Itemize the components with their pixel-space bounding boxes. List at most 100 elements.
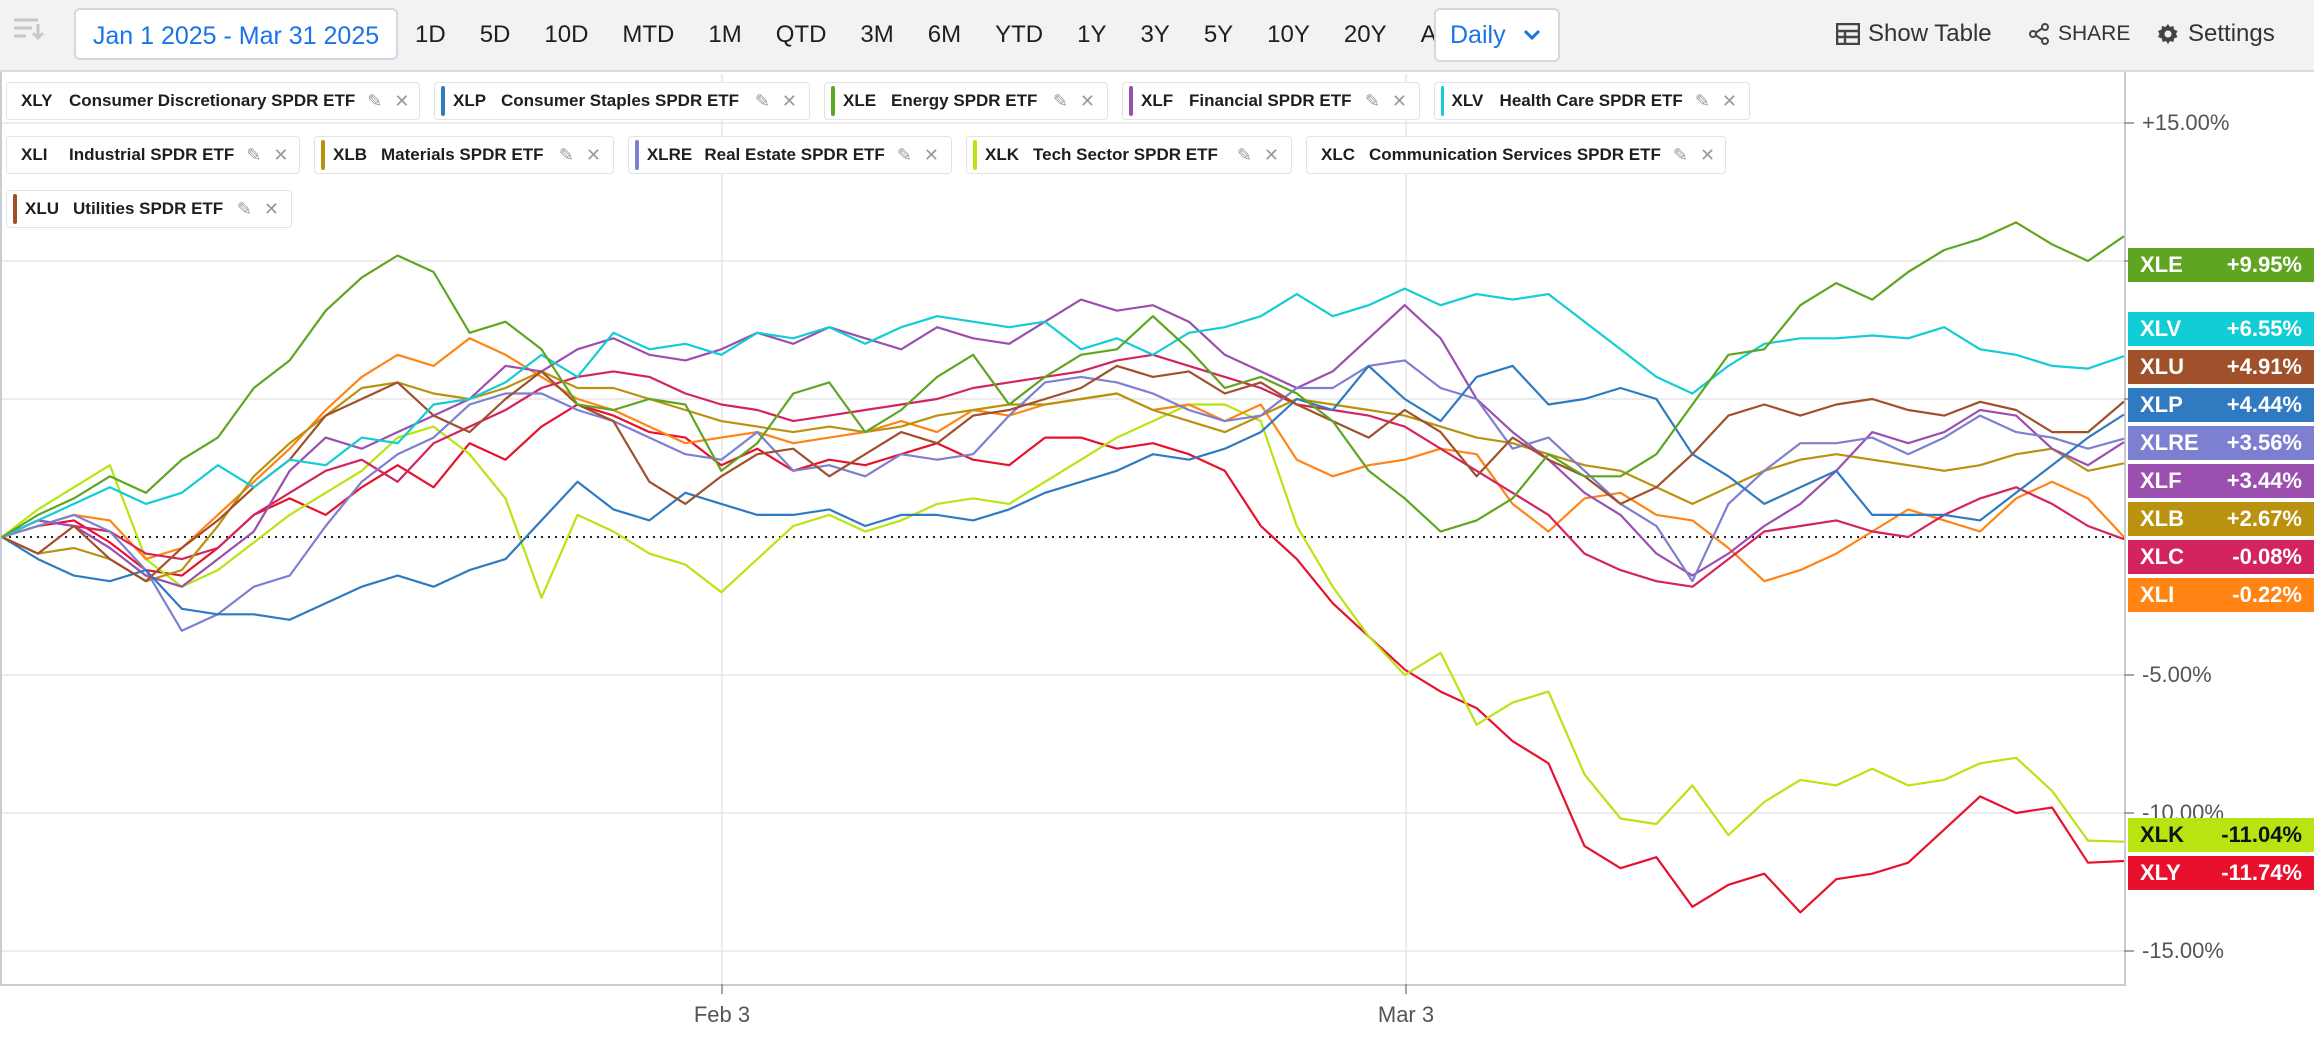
legend-color bbox=[321, 140, 325, 170]
close-icon[interactable]: ✕ bbox=[1263, 144, 1279, 165]
brush-icon[interactable]: ✎ bbox=[896, 144, 912, 165]
end-label-symbol: XLE bbox=[2140, 252, 2183, 277]
end-label-symbol: XLV bbox=[2140, 316, 2182, 341]
legend-chip-xlu[interactable]: XLU Utilities SPDR ETF ✎ ✕ bbox=[6, 190, 292, 228]
legend-color bbox=[13, 194, 17, 224]
hamburger-icon[interactable] bbox=[12, 14, 46, 53]
end-label-symbol: XLI bbox=[2140, 582, 2175, 607]
end-label-xli: XLI -0.22% bbox=[2128, 578, 2314, 612]
legend-symbol: XLE bbox=[843, 91, 877, 110]
end-label-value: +4.91% bbox=[2226, 354, 2302, 379]
legend-name: Real Estate SPDR ETF bbox=[704, 145, 885, 164]
legend-symbol: XLB bbox=[333, 145, 367, 164]
end-label-xlf: XLF +3.44% bbox=[2128, 464, 2314, 498]
end-label-symbol: XLRE bbox=[2140, 430, 2199, 455]
legend-name: Consumer Staples SPDR ETF bbox=[501, 91, 740, 110]
brush-icon[interactable]: ✎ bbox=[1694, 90, 1710, 111]
series-line-xly bbox=[1, 403, 2125, 914]
table-icon bbox=[1836, 23, 1860, 45]
range-10d[interactable]: 10D bbox=[544, 21, 589, 48]
brush-icon[interactable]: ✎ bbox=[1364, 90, 1380, 111]
range-20y[interactable]: 20Y bbox=[1343, 21, 1387, 48]
date-range-picker[interactable]: Jan 1 2025 - Mar 31 2025 bbox=[74, 8, 398, 60]
chevron-down-icon bbox=[1523, 29, 1541, 41]
range-mtd[interactable]: MTD bbox=[622, 21, 675, 48]
toolbar: Jan 1 2025 - Mar 31 2025 1D 5D 10D MTD 1… bbox=[0, 0, 2314, 72]
range-5y[interactable]: 5Y bbox=[1203, 21, 1234, 48]
close-icon[interactable]: ✕ bbox=[1391, 90, 1407, 111]
x-tick-label: Mar 3 bbox=[1377, 1002, 1435, 1027]
legend-symbol: XLC bbox=[1321, 145, 1355, 164]
legend-symbol: XLF bbox=[1141, 91, 1174, 110]
range-3m[interactable]: 3M bbox=[860, 21, 894, 48]
close-icon[interactable]: ✕ bbox=[585, 144, 601, 165]
legend-chip-xlre[interactable]: XLRE Real Estate SPDR ETF ✎ ✕ bbox=[628, 136, 952, 174]
brush-icon[interactable]: ✎ bbox=[1236, 144, 1252, 165]
legend-chip-xli[interactable]: XLI Industrial SPDR ETF ✎ ✕ bbox=[6, 136, 300, 174]
legend-chip-xly[interactable]: XLY Consumer Discretionary SPDR ETF ✎ ✕ bbox=[6, 82, 420, 120]
end-label-value: +4.44% bbox=[2226, 392, 2302, 417]
end-label-xlp: XLP +4.44% bbox=[2128, 388, 2314, 422]
gear-icon bbox=[2158, 24, 2178, 44]
range-1y[interactable]: 1Y bbox=[1077, 21, 1107, 48]
end-label-xle: XLE +9.95% bbox=[2128, 248, 2314, 282]
close-icon[interactable]: ✕ bbox=[923, 144, 939, 165]
close-icon[interactable]: ✕ bbox=[781, 90, 797, 111]
end-label-value: +6.55% bbox=[2226, 316, 2302, 341]
close-icon[interactable]: ✕ bbox=[1721, 90, 1737, 111]
legend-symbol: XLRE bbox=[646, 145, 693, 164]
legend-chip-xle[interactable]: XLE Energy SPDR ETF ✎ ✕ bbox=[824, 82, 1108, 120]
range-6m[interactable]: 6M bbox=[927, 21, 962, 48]
brush-icon[interactable]: ✎ bbox=[754, 90, 770, 111]
close-icon[interactable]: ✕ bbox=[1079, 90, 1095, 111]
y-tick-label: -5.00% bbox=[2142, 662, 2212, 687]
close-icon[interactable]: ✕ bbox=[1700, 144, 1716, 165]
legend-chip-xlv[interactable]: XLV Health Care SPDR ETF ✎ ✕ bbox=[1434, 82, 1750, 120]
show-table-label: Show Table bbox=[1868, 20, 1992, 47]
end-label-xlb: XLB +2.67% bbox=[2128, 502, 2314, 536]
legend-symbol: XLY bbox=[21, 91, 53, 110]
range-1m[interactable]: 1M bbox=[708, 21, 742, 48]
frequency-select[interactable]: Daily bbox=[1434, 8, 1560, 62]
close-icon[interactable]: ✕ bbox=[394, 90, 410, 111]
legend-name: Utilities SPDR ETF bbox=[73, 199, 224, 218]
range-3y[interactable]: 3Y bbox=[1140, 21, 1170, 48]
end-label-symbol: XLP bbox=[2140, 392, 2183, 417]
range-10y[interactable]: 10Y bbox=[1267, 21, 1310, 48]
end-label-symbol: XLK bbox=[2140, 822, 2184, 847]
legend-color bbox=[831, 86, 835, 116]
range-qtd[interactable]: QTD bbox=[775, 21, 827, 48]
close-icon[interactable]: ✕ bbox=[273, 144, 289, 165]
end-label-value: -0.08% bbox=[2232, 544, 2302, 569]
legend-chip-xlp[interactable]: XLP Consumer Staples SPDR ETF ✎ ✕ bbox=[434, 82, 810, 120]
brush-icon[interactable]: ✎ bbox=[1052, 90, 1068, 111]
legend-chip-xlb[interactable]: XLB Materials SPDR ETF ✎ ✕ bbox=[314, 136, 614, 174]
brush-icon[interactable]: ✎ bbox=[246, 144, 262, 165]
brush-icon[interactable]: ✎ bbox=[367, 90, 383, 111]
end-label-value: -0.22% bbox=[2232, 582, 2302, 607]
series-line-xlc bbox=[1, 353, 2125, 588]
settings-button[interactable]: Settings bbox=[2156, 10, 2275, 58]
legend-chip-xlc[interactable]: XLC Communication Services SPDR ETF ✎ ✕ bbox=[1306, 136, 1726, 174]
end-label-xlv: XLV +6.55% bbox=[2128, 312, 2314, 346]
legend-chip-xlf[interactable]: XLF Financial SPDR ETF ✎ ✕ bbox=[1122, 82, 1420, 120]
legend-name: Communication Services SPDR ETF bbox=[1369, 145, 1661, 164]
brush-icon[interactable]: ✎ bbox=[558, 144, 574, 165]
legend-name: Energy SPDR ETF bbox=[891, 91, 1038, 110]
legend-chip-xlk[interactable]: XLK Tech Sector SPDR ETF ✎ ✕ bbox=[966, 136, 1292, 174]
y-tick-label: +15.00% bbox=[2142, 110, 2230, 135]
range-ytd[interactable]: YTD bbox=[995, 21, 1044, 48]
close-icon[interactable]: ✕ bbox=[263, 198, 279, 219]
legend-symbol: XLV bbox=[1451, 91, 1484, 110]
share-button[interactable]: SHARE bbox=[2028, 10, 2130, 58]
range-1d[interactable]: 1D bbox=[415, 21, 446, 48]
brush-icon[interactable]: ✎ bbox=[236, 198, 252, 219]
show-table-button[interactable]: Show Table bbox=[1836, 10, 1992, 58]
end-label-xlu: XLU +4.91% bbox=[2128, 350, 2314, 384]
series-line-xlk bbox=[1, 403, 2125, 843]
end-label-value: +9.95% bbox=[2226, 252, 2302, 277]
legend-symbol: XLK bbox=[985, 145, 1019, 164]
range-5d[interactable]: 5D bbox=[479, 21, 511, 48]
brush-icon[interactable]: ✎ bbox=[1672, 144, 1688, 165]
end-label-xlk: XLK -11.04% bbox=[2128, 818, 2314, 852]
